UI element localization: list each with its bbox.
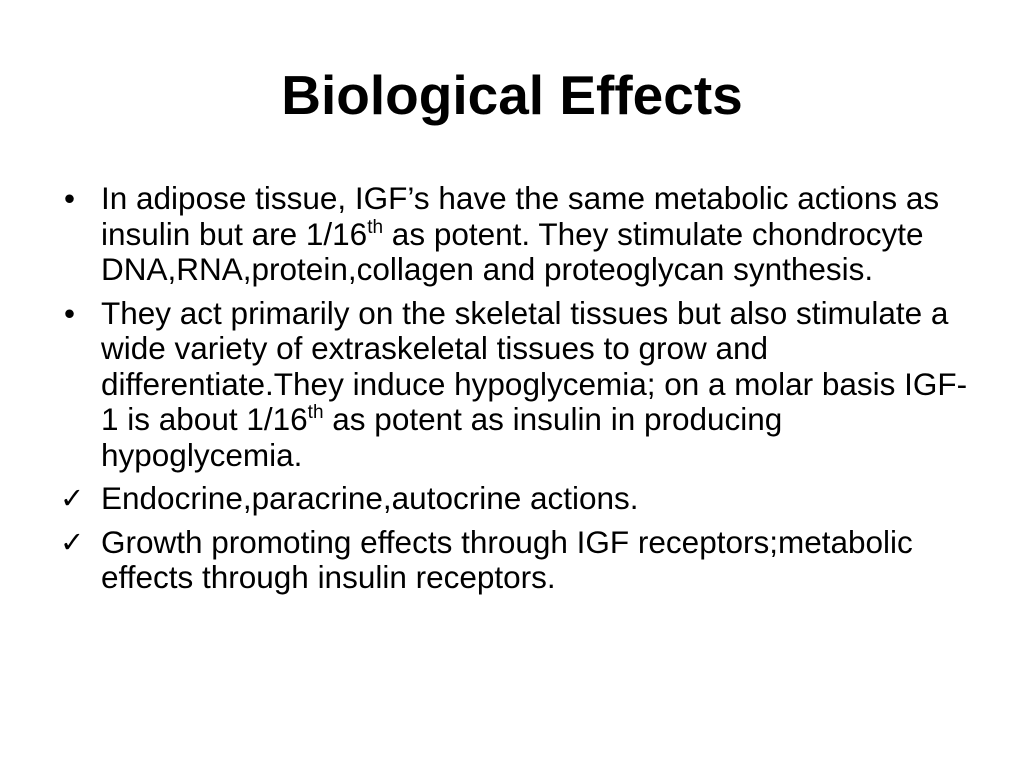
superscript: th [367, 216, 384, 238]
list-item-text: In adipose tissue, IGF’s have the same m… [101, 180, 939, 287]
bullet-icon: • [64, 180, 76, 216]
list-item-text: Endocrine,paracrine,autocrine actions. [101, 480, 639, 516]
list-item: • They act primarily on the skeletal tis… [0, 294, 1024, 474]
list-item-text-part: as potent. They stimulate chondrocyte DN… [101, 215, 924, 287]
list-item: • In adipose tissue, IGF’s have the same… [0, 180, 1024, 288]
list-item-text: They act primarily on the skeletal tissu… [101, 295, 967, 473]
list-item: ✓ Endocrine,paracrine,autocrine actions. [0, 480, 1024, 517]
superscript: th [307, 402, 324, 423]
list-item-text-part: In adipose tissue, IGF’s have the same m… [101, 180, 940, 252]
bullet-list: • In adipose tissue, IGF’s have the same… [0, 180, 1024, 604]
list-item-text: Growth promoting effects through IGF rec… [101, 523, 913, 595]
slide-title: Biological Effects [281, 64, 743, 126]
checkmark-icon: ✓ [60, 524, 85, 559]
bullet-icon: • [64, 294, 76, 331]
list-item-text-part: as potent as insulin in producing hypogl… [101, 401, 783, 473]
checkmark-icon: ✓ [60, 481, 85, 515]
list-item-text-part: They act primarily on the skeletal tissu… [101, 294, 968, 437]
list-item: ✓ Growth promoting effects through IGF r… [0, 523, 1024, 596]
